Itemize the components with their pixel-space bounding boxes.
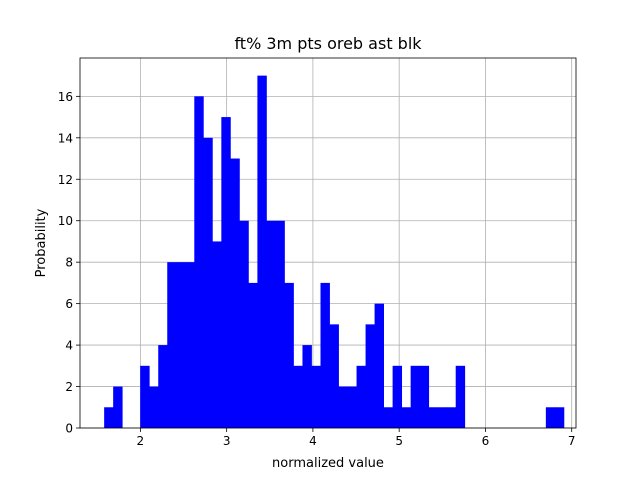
histogram-bars [104, 75, 565, 429]
histogram-bar [437, 407, 448, 428]
histogram-bar [311, 365, 321, 428]
histogram-bar [293, 365, 303, 428]
histogram-bar [365, 324, 375, 428]
histogram-bar [284, 282, 294, 428]
histogram-bar [185, 262, 195, 428]
y-tick-label: 2 [65, 380, 73, 394]
y-tick-label: 4 [65, 339, 73, 353]
histogram-bar [446, 407, 457, 428]
grid-lines [80, 58, 576, 429]
chart-title: ft% 3m pts oreb ast blk [234, 34, 422, 53]
histogram-bar [302, 345, 312, 428]
y-axis-label: Probability [34, 208, 49, 277]
histogram-bar [266, 220, 276, 428]
y-tick-label: 14 [58, 131, 73, 145]
histogram-bar [329, 324, 339, 428]
histogram-bar [347, 386, 357, 428]
y-tick-label: 12 [58, 173, 73, 187]
histogram-bar [221, 117, 231, 429]
x-tick-label: 7 [568, 434, 576, 448]
x-tick-label: 4 [309, 434, 317, 448]
histogram-bar [239, 220, 249, 428]
histogram-bar [257, 75, 267, 428]
histogram-bar [338, 386, 348, 428]
x-tick-label: 6 [482, 434, 490, 448]
histogram-bar [392, 365, 403, 428]
histogram-bar [212, 241, 222, 428]
y-tick-label: 10 [58, 214, 73, 228]
x-tick-label: 3 [223, 434, 231, 448]
histogram-bar [410, 365, 421, 428]
histogram-bar [248, 282, 258, 428]
histogram-bar [176, 262, 186, 428]
x-tick-label: 5 [395, 434, 403, 448]
histogram-bar [428, 407, 439, 428]
plot-frame [79, 57, 577, 429]
histogram-bar [230, 158, 240, 428]
histogram-bar [167, 262, 177, 428]
x-axis-label: normalized value [272, 456, 384, 471]
histogram-bar [374, 303, 384, 428]
axis-ticks: 2 3 4 5 6 7 0 2 4 6 8 10 12 14 16 [58, 90, 576, 448]
histogram-bar [401, 407, 412, 428]
histogram-bar [113, 386, 123, 428]
histogram-bar [320, 282, 330, 428]
histogram-bar [275, 220, 285, 428]
histogram-bar [140, 365, 150, 428]
x-tick-label: 2 [137, 434, 145, 448]
histogram-bar [158, 345, 168, 428]
histogram-bar [194, 96, 204, 428]
histogram-bar [455, 365, 466, 428]
histogram-bar [554, 407, 565, 428]
histogram-bar [356, 365, 366, 428]
y-tick-label: 6 [65, 297, 73, 311]
histogram-bar [104, 407, 114, 428]
y-tick-label: 16 [58, 90, 73, 104]
histogram-bar [149, 386, 159, 428]
histogram-bar [419, 365, 430, 428]
histogram-bar [203, 137, 213, 428]
histogram-bar [383, 407, 394, 428]
y-tick-label: 8 [65, 256, 73, 270]
y-tick-label: 0 [65, 422, 73, 436]
histogram-bar [545, 407, 556, 428]
